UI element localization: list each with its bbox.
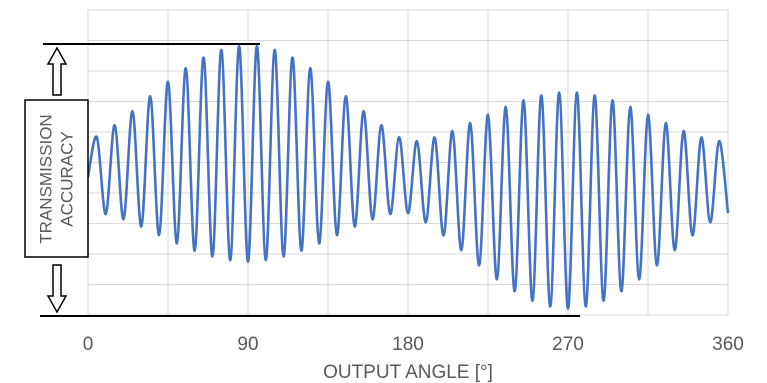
x-tick-label: 360 [712,334,744,355]
annotation-text: TRANSMISSION ACCURACY [36,113,77,244]
up-arrow [46,46,68,96]
x-tick-label: 0 [83,334,94,355]
series-line [86,44,730,310]
annotation-holder: TRANSMISSION ACCURACY [25,100,88,257]
x-tick-label: 270 [552,334,584,355]
x-tick-label: 90 [237,334,258,355]
annotation-wrap: TRANSMISSION ACCURACY [25,100,88,257]
annotation-box [24,99,89,258]
x-tick-label: 180 [392,334,424,355]
x-axis-label: OUTPUT ANGLE [°] [323,362,493,383]
plot [86,44,730,310]
down-arrow [46,264,68,314]
grid [87,9,729,316]
